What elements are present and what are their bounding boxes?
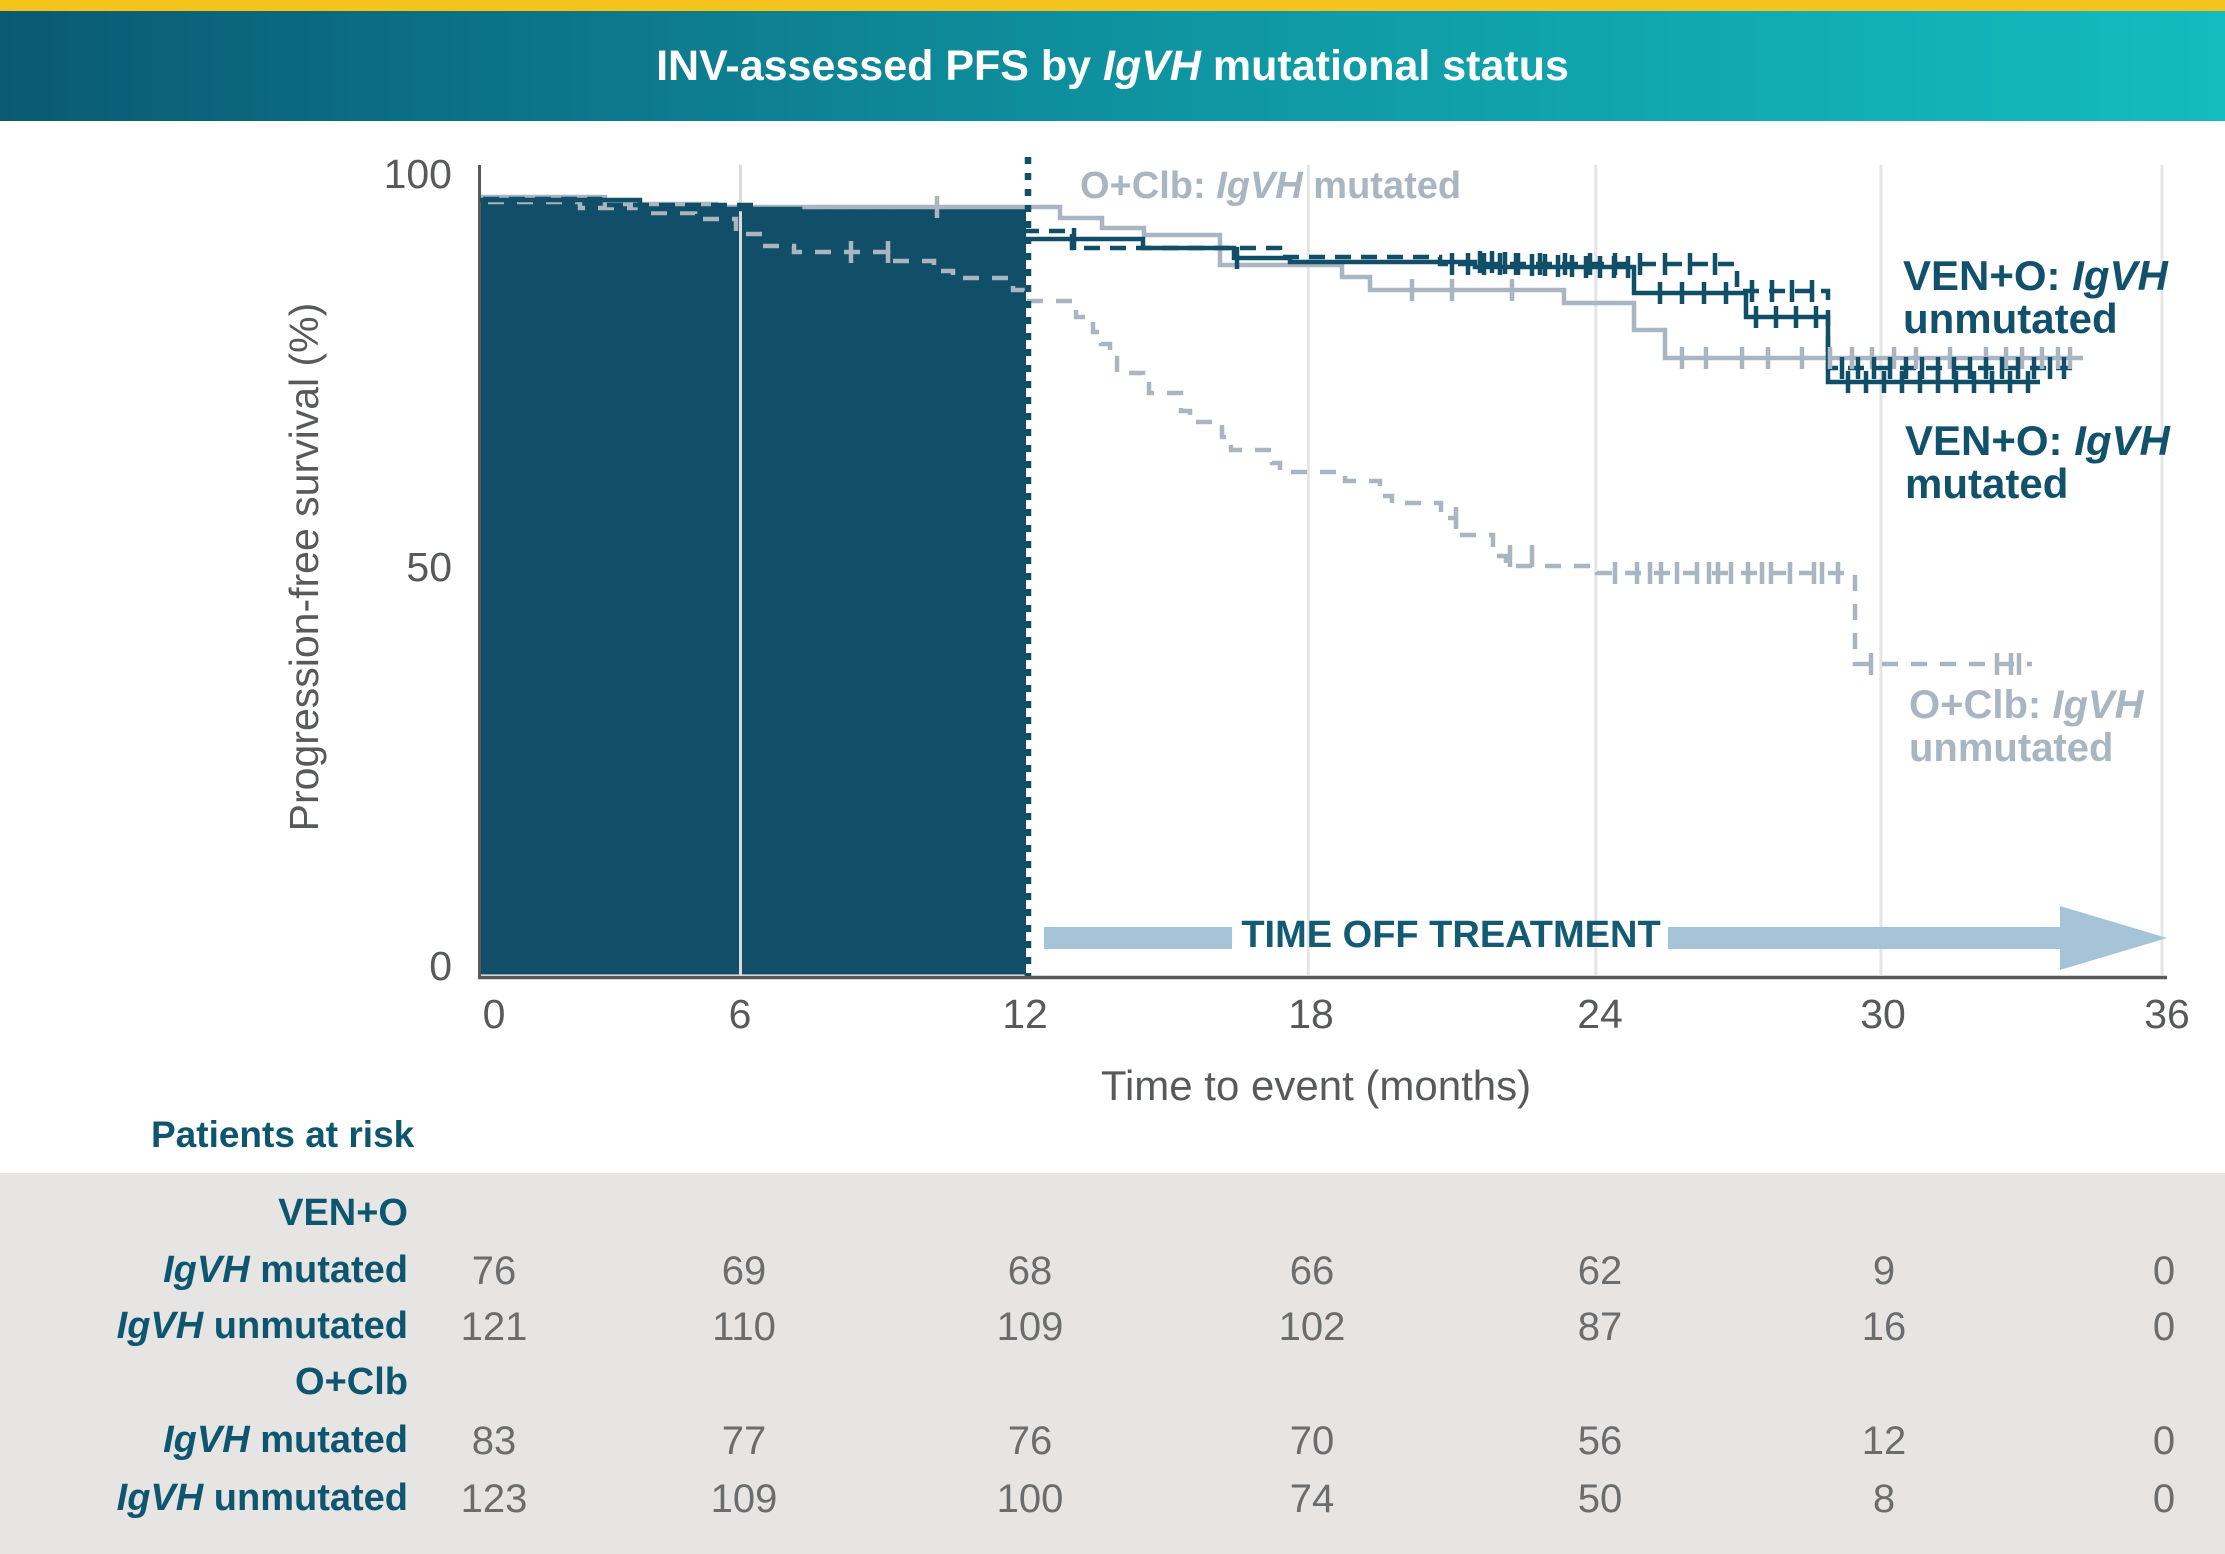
svg-text:50: 50 (406, 544, 452, 590)
svg-text:O+Clb: IgVH: O+Clb: IgVH (1909, 683, 2145, 727)
svg-text:TIME OFF TREATMENT: TIME OFF TREATMENT (1241, 914, 1660, 956)
svg-text:100: 100 (384, 151, 452, 197)
svg-text:6: 6 (729, 991, 752, 1037)
svg-text:30: 30 (1860, 991, 1906, 1037)
svg-text:0: 0 (429, 943, 452, 989)
svg-text:O+Clb: IgVH mutated: O+Clb: IgVH mutated (1080, 165, 1461, 207)
svg-text:unmutated: unmutated (1909, 726, 2113, 770)
svg-text:36: 36 (2144, 991, 2190, 1037)
svg-text:Time to event (months): Time to event (months) (1101, 1062, 1531, 1109)
svg-text:12: 12 (1002, 991, 1048, 1037)
svg-text:24: 24 (1577, 991, 1623, 1037)
svg-text:unmutated: unmutated (1903, 295, 2118, 342)
svg-text:VEN+O: IgVH: VEN+O: IgVH (1903, 252, 2170, 299)
svg-text:18: 18 (1288, 991, 1334, 1037)
svg-text:Progression-free survival (%): Progression-free survival (%) (281, 303, 327, 832)
svg-text:mutated: mutated (1905, 460, 2068, 507)
svg-text:0: 0 (483, 991, 506, 1037)
svg-text:VEN+O: IgVH: VEN+O: IgVH (1905, 417, 2172, 464)
